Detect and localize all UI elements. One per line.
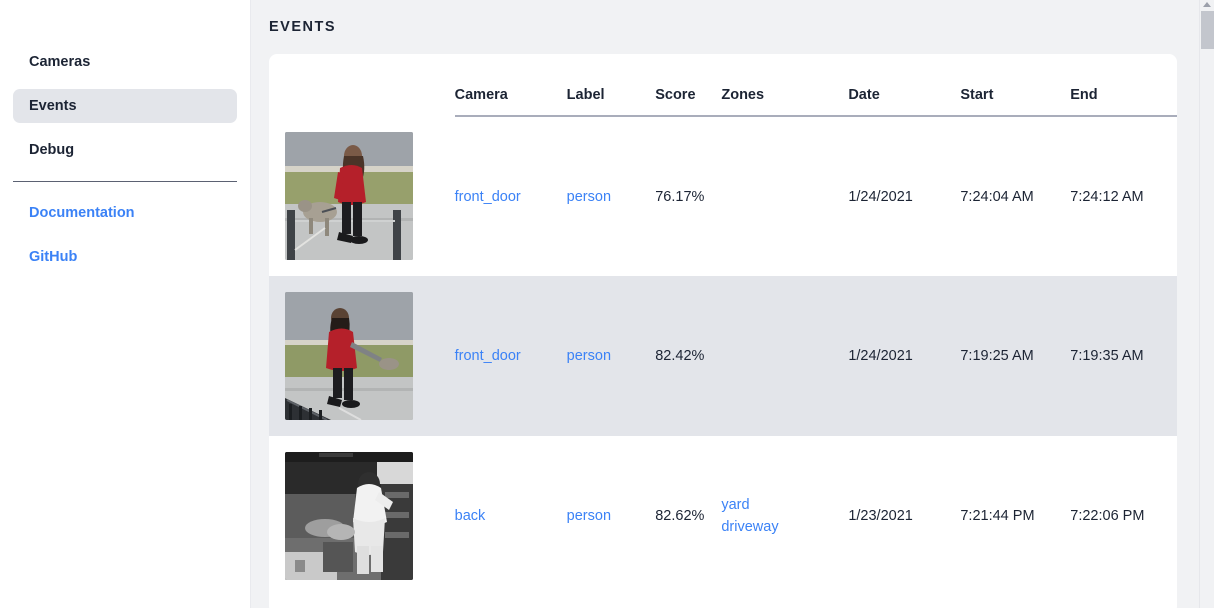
page-title: EVENTS <box>269 19 337 35</box>
table-row[interactable]: back person 82.62% yard driveway <box>269 436 1177 596</box>
start-value: 7:24:04 AM <box>960 188 1034 205</box>
cell-start: 7:19:25 AM <box>960 276 1071 436</box>
date-value: 1/24/2021 <box>848 188 913 205</box>
column-header-label: Label <box>566 54 656 117</box>
sidebar-link-documentation[interactable]: Documentation <box>29 205 135 221</box>
end-value: 7:24:12 AM <box>1070 188 1144 205</box>
cell-thumbnail[interactable] <box>269 116 455 276</box>
table-header-row: Camera Label Score Zones Date Start End <box>269 54 1177 117</box>
camera-link[interactable]: back <box>454 508 486 524</box>
cell-date: 1/24/2021 <box>848 116 960 276</box>
table-row[interactable]: front_door person 82.42% 1/24/2021 <box>269 276 1177 436</box>
cell-thumbnail[interactable] <box>269 276 455 436</box>
cell-start: 7:24:04 AM <box>960 116 1070 276</box>
column-header-date: Date <box>848 54 961 117</box>
cell-thumbnail[interactable] <box>269 436 455 596</box>
end-value: 7:19:35 AM <box>1070 348 1144 364</box>
column-header-end: End <box>1070 54 1177 117</box>
table-row[interactable]: front_door person 76.17% 1/24/2021 <box>269 116 1177 276</box>
cell-label[interactable]: person <box>567 116 656 276</box>
zones-list: yard driveway <box>721 494 848 538</box>
end-value: 7:22:06 PM <box>1070 508 1145 524</box>
label-link[interactable]: person <box>566 508 612 524</box>
sidebar-item-debug[interactable]: Debug <box>29 142 75 158</box>
cell-zones[interactable]: yard driveway <box>721 436 848 596</box>
sidebar-external-links: Documentation GitHub <box>0 196 250 274</box>
cell-camera[interactable]: front_door <box>455 116 567 276</box>
cell-zones <box>721 116 848 276</box>
scroll-up-arrow-icon[interactable] <box>1203 2 1211 7</box>
cell-date: 1/24/2021 <box>848 276 961 436</box>
vertical-scrollbar[interactable] <box>1199 0 1214 608</box>
cell-camera[interactable]: back <box>455 436 567 596</box>
events-card: Camera Label Score Zones Date Start End <box>269 54 1177 608</box>
sidebar-link-github[interactable]: GitHub <box>29 249 78 265</box>
column-header-zones: Zones <box>721 54 849 117</box>
cell-zones <box>721 276 849 436</box>
main-content: EVENTS Camera Label Score Zones Date Sta… <box>251 0 1214 608</box>
cell-score: 82.42% <box>655 276 722 436</box>
score-value: 82.62% <box>655 508 705 524</box>
event-thumbnail-image[interactable] <box>285 132 413 260</box>
cell-camera[interactable]: front_door <box>454 276 567 436</box>
camera-link[interactable]: front_door <box>454 348 521 364</box>
cell-date: 1/23/2021 <box>848 436 960 596</box>
scrollbar-thumb[interactable] <box>1201 11 1214 49</box>
cell-end: 7:24:12 AM <box>1070 116 1177 276</box>
start-value: 7:19:25 AM <box>960 348 1034 364</box>
camera-link[interactable]: front_door <box>454 188 521 205</box>
score-value: 82.42% <box>655 348 705 364</box>
score-value: 76.17% <box>655 188 705 205</box>
date-value: 1/23/2021 <box>848 508 913 524</box>
sidebar-item-events[interactable]: Events <box>13 89 237 123</box>
column-header-start: Start <box>960 54 1071 117</box>
sidebar-nav: Cameras Events Debug <box>0 45 250 167</box>
label-link[interactable]: person <box>566 348 612 364</box>
column-header-score: Score <box>655 54 722 117</box>
events-table-head: Camera Label Score Zones Date Start End <box>269 54 1177 117</box>
cell-score: 76.17% <box>655 116 721 276</box>
column-header-camera: Camera <box>454 54 567 117</box>
event-thumbnail-image[interactable] <box>285 292 413 420</box>
label-link[interactable]: person <box>566 188 612 205</box>
events-table-body: front_door person 76.17% 1/24/2021 <box>269 116 1177 596</box>
zone-link[interactable]: yard <box>721 497 750 513</box>
date-value: 1/24/2021 <box>848 348 913 364</box>
cell-label[interactable]: person <box>567 436 656 596</box>
cell-end: 7:22:06 PM <box>1070 436 1177 596</box>
event-thumbnail-image[interactable] <box>285 452 413 580</box>
sidebar: Cameras Events Debug Documentation GitHu… <box>0 0 251 608</box>
events-table: Camera Label Score Zones Date Start End <box>269 54 1177 596</box>
zone-link[interactable]: driveway <box>721 519 779 535</box>
start-value: 7:21:44 PM <box>960 508 1035 524</box>
brand-title <box>0 0 250 17</box>
sidebar-divider <box>13 181 237 182</box>
cell-end: 7:19:35 AM <box>1070 276 1177 436</box>
cell-label[interactable]: person <box>566 276 656 436</box>
sidebar-item-cameras[interactable]: Cameras <box>29 54 91 70</box>
column-header-thumbnail <box>269 54 455 116</box>
cell-start: 7:21:44 PM <box>960 436 1070 596</box>
cell-score: 82.62% <box>655 436 721 596</box>
